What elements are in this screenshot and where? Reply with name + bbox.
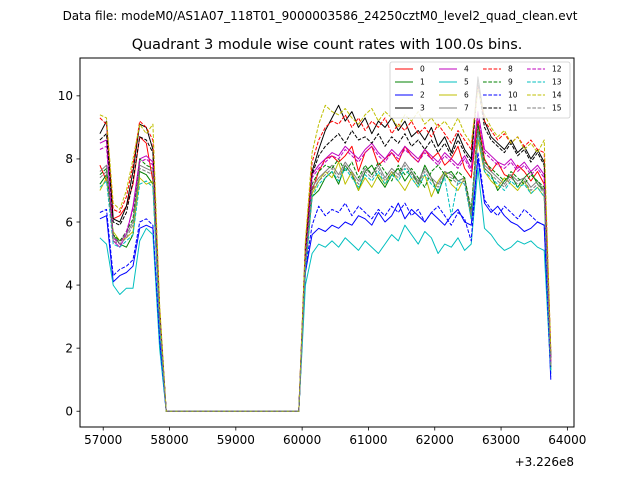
- y-tick-label: 10: [58, 89, 73, 103]
- x-offset-label: +3.226e8: [515, 455, 574, 469]
- series-line-1: [99, 130, 552, 412]
- series-line-15: [99, 130, 552, 412]
- y-tick-label: 8: [65, 152, 73, 166]
- series-line-5: [99, 167, 552, 412]
- x-tick-label: 62000: [416, 433, 454, 447]
- y-tick-label: 2: [65, 341, 73, 355]
- series-line-2: [99, 158, 552, 412]
- y-axis: 0 2 4 6 8 10: [58, 89, 80, 419]
- legend-label-0: 0: [420, 65, 425, 74]
- legend-label-10: 10: [508, 91, 518, 100]
- x-tick-label: 59000: [217, 433, 255, 447]
- chart-title: Quadrant 3 module wise count rates with …: [132, 37, 523, 53]
- series-line-8: [99, 85, 552, 412]
- legend-label-1: 1: [420, 78, 425, 87]
- plot-area: [99, 76, 552, 412]
- y-tick-label: 6: [65, 215, 73, 229]
- x-tick-label: 61000: [349, 433, 387, 447]
- axes-frame: [79, 57, 575, 428]
- figure-suptitle: Data file: modeM0/AS1A07_118T01_90000035…: [63, 9, 578, 23]
- legend-box: [389, 61, 571, 119]
- legend-label-6: 6: [464, 91, 469, 100]
- series-line-14: [99, 89, 552, 412]
- legend-label-5: 5: [464, 78, 469, 87]
- legend-label-8: 8: [508, 65, 513, 74]
- series-line-12: [99, 114, 552, 412]
- legend-label-7: 7: [464, 104, 469, 113]
- legend-label-15: 15: [552, 104, 562, 113]
- x-tick-label: 60000: [283, 433, 321, 447]
- legend-label-9: 9: [508, 78, 513, 87]
- series-line-7: [99, 126, 552, 412]
- legend-label-11: 11: [508, 104, 518, 113]
- y-tick-label: 0: [65, 405, 73, 419]
- x-tick-label: 63000: [482, 433, 520, 447]
- legend-label-2: 2: [420, 91, 425, 100]
- legend-label-3: 3: [420, 104, 425, 113]
- legend-label-4: 4: [464, 65, 469, 74]
- x-axis: 57000 58000 59000 60000 61000 62000 63000 64000: [84, 427, 586, 447]
- series-line-6: [99, 139, 552, 412]
- series-line-10: [99, 152, 552, 412]
- series-line-3: [99, 76, 552, 412]
- legend-label-13: 13: [552, 78, 562, 87]
- y-tick-label: 4: [65, 278, 73, 292]
- legend-label-12: 12: [552, 65, 562, 74]
- x-tick-label: 58000: [150, 433, 188, 447]
- legend-label-14: 14: [552, 91, 562, 100]
- x-tick-label: 57000: [84, 433, 122, 447]
- x-tick-label: 64000: [548, 433, 586, 447]
